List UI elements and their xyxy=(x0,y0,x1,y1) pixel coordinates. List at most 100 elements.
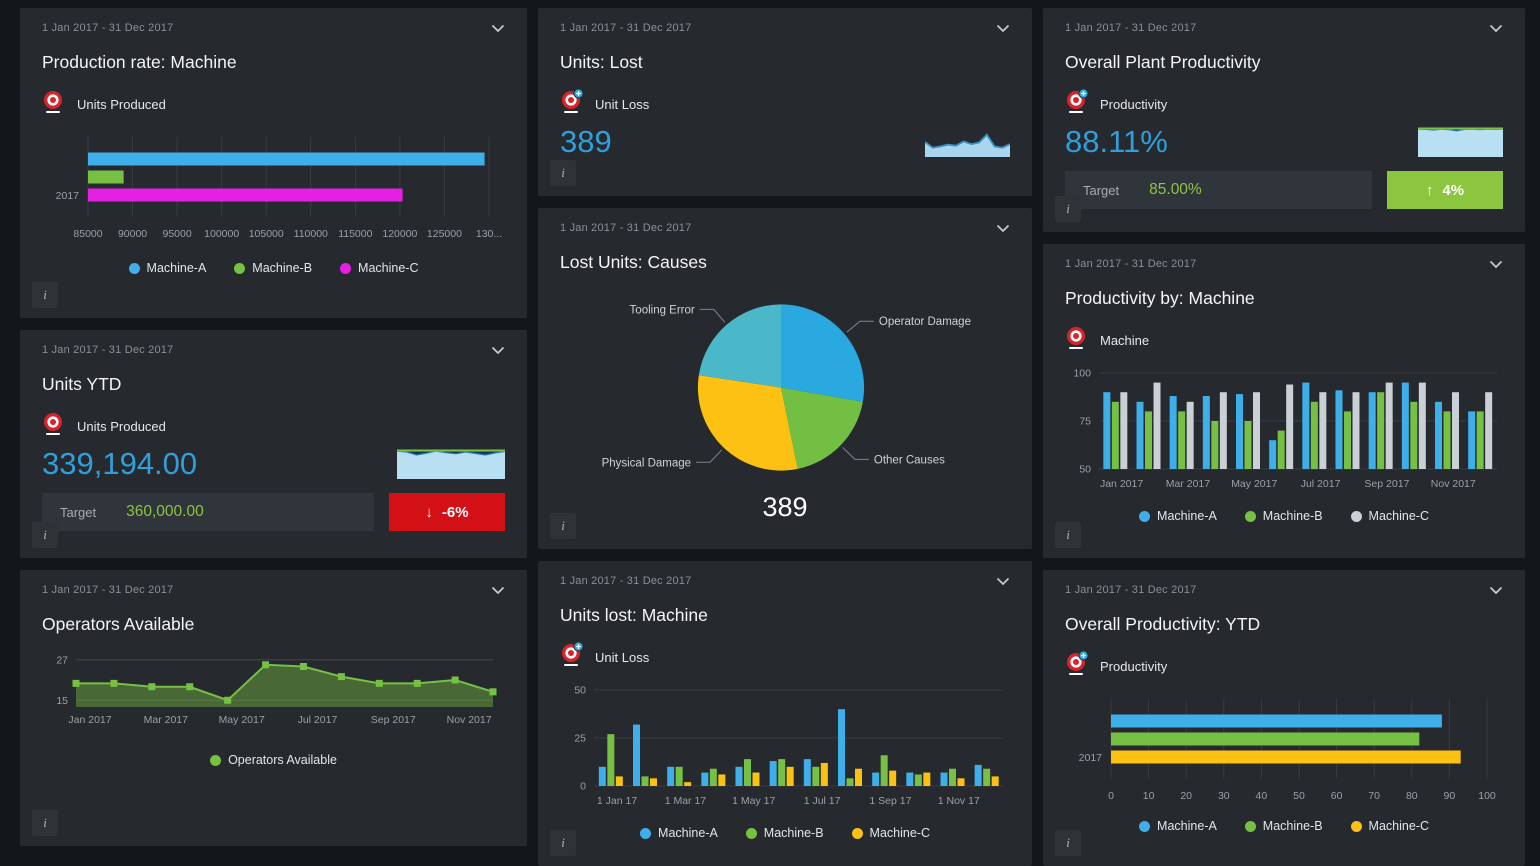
target-panel: Target 360,000.00 xyxy=(42,493,374,532)
info-button[interactable]: i xyxy=(1055,196,1081,222)
svg-text:Nov 2017: Nov 2017 xyxy=(447,714,492,726)
svg-text:Jan 2017: Jan 2017 xyxy=(68,714,111,726)
chevron-down-icon[interactable] xyxy=(491,346,505,355)
svg-text:100: 100 xyxy=(1478,790,1496,802)
legend-item[interactable]: Machine-C xyxy=(1350,819,1429,833)
kpi-value: 339,194.00 xyxy=(42,446,198,481)
target-value: 85.00% xyxy=(1149,181,1202,199)
card-units-lost-machine: 1 Jan 2017 - 31 Dec 2017 Units lost: Mac… xyxy=(538,561,1032,866)
legend-item[interactable]: Machine-A xyxy=(1139,819,1217,833)
info-button[interactable]: i xyxy=(550,160,576,186)
info-button[interactable]: i xyxy=(1055,830,1081,856)
target-label: Target xyxy=(60,504,97,520)
units-lost-bar-chart[interactable]: 0 25 50 1 Jan 17 1 Mar 17 1 May 17 1 Jul 17 1 S… xyxy=(560,682,1010,810)
chevron-down-icon[interactable] xyxy=(996,577,1010,586)
svg-text:1 Mar 17: 1 Mar 17 xyxy=(665,795,707,807)
svg-text:100: 100 xyxy=(1073,368,1091,380)
info-button[interactable]: i xyxy=(550,830,576,856)
info-button[interactable]: i xyxy=(32,522,58,548)
card-title: Operators Available xyxy=(42,614,195,634)
legend-item[interactable]: Machine-B xyxy=(745,826,824,840)
legend-item[interactable]: Machine-C xyxy=(1350,509,1429,523)
chevron-down-icon[interactable] xyxy=(491,586,505,595)
svg-text:1 May 17: 1 May 17 xyxy=(732,795,775,807)
date-range: 1 Jan 2017 - 31 Dec 2017 xyxy=(560,22,692,34)
svg-text:95000: 95000 xyxy=(163,228,192,240)
info-button[interactable]: i xyxy=(1055,522,1081,548)
svg-text:2017: 2017 xyxy=(56,190,80,202)
kpi-label: Productivity xyxy=(1100,658,1168,674)
kpi-label: Machine xyxy=(1100,332,1150,348)
svg-text:125000: 125000 xyxy=(427,228,462,240)
chevron-down-icon[interactable] xyxy=(1489,24,1503,33)
legend-item[interactable]: Machine-C xyxy=(851,826,930,840)
info-button[interactable]: i xyxy=(32,282,58,308)
column-2: 1 Jan 2017 - 31 Dec 2017 Units: Lost Uni… xyxy=(538,8,1032,866)
legend-item[interactable]: Machine-A xyxy=(640,826,718,840)
lost-units-pie-chart[interactable]: Operator Damage Other Causes Physical Dama… xyxy=(560,277,1010,490)
svg-text:100000: 100000 xyxy=(204,228,239,240)
legend-dot-icon xyxy=(640,827,652,839)
target-plus-icon xyxy=(1065,88,1089,119)
svg-text:Nov 2017: Nov 2017 xyxy=(1431,478,1476,490)
svg-text:0: 0 xyxy=(580,781,586,793)
kpi-label: Productivity xyxy=(1100,96,1168,112)
svg-text:85000: 85000 xyxy=(73,228,102,240)
legend-item[interactable]: Machine-B xyxy=(1244,509,1323,523)
svg-text:40: 40 xyxy=(1256,790,1268,802)
target-plus-icon xyxy=(560,88,584,119)
arrow-down-icon: ↓ xyxy=(425,503,433,521)
svg-text:10: 10 xyxy=(1143,790,1155,802)
svg-text:Mar 2017: Mar 2017 xyxy=(144,714,189,726)
chart-legend: Machine-A Machine-B Machine-C xyxy=(42,261,505,275)
card-title: Overall Plant Productivity xyxy=(1065,52,1261,72)
production-rate-bar-chart[interactable]: 85000 90000 95000 100000 105000 110000 115000 1… xyxy=(42,133,505,245)
svg-text:110000: 110000 xyxy=(294,228,328,240)
svg-text:120000: 120000 xyxy=(382,228,417,240)
svg-text:115000: 115000 xyxy=(338,228,372,240)
legend-dot-icon xyxy=(1350,820,1362,832)
operators-line-chart[interactable]: 15 27 Jan 2017 Mar 2017 May 2017 Jul 2017 Sep … xyxy=(42,647,505,727)
variance-value: 4% xyxy=(1442,181,1465,199)
target-plus-icon xyxy=(1065,650,1089,681)
kpi-sparkline xyxy=(1417,127,1504,158)
target-label: Target xyxy=(1083,182,1120,198)
chevron-down-icon[interactable] xyxy=(1489,260,1503,269)
card-title: Units: Lost xyxy=(560,52,643,72)
svg-text:Operator Damage: Operator Damage xyxy=(879,316,971,328)
chevron-down-icon[interactable] xyxy=(491,24,505,33)
chart-legend: Machine-A Machine-B Machine-C xyxy=(560,826,1010,840)
card-title: Units lost: Machine xyxy=(560,605,708,625)
legend-item[interactable]: Machine-B xyxy=(1244,819,1323,833)
column-1: 1 Jan 2017 - 31 Dec 2017 Production rate… xyxy=(20,8,527,866)
kpi-sparkline xyxy=(396,449,506,480)
svg-text:130...: 130... xyxy=(476,228,502,240)
svg-text:70: 70 xyxy=(1368,790,1380,802)
card-title: Production rate: Machine xyxy=(42,52,237,72)
card-productivity-by-machine: 1 Jan 2017 - 31 Dec 2017 Productivity by… xyxy=(1043,244,1525,558)
productivity-bar-chart[interactable]: 50 75 100 Jan 2017 Mar 2017 May 2017 Jul 2017 S… xyxy=(1065,365,1503,493)
chart-legend: Operators Available xyxy=(42,753,505,767)
info-button[interactable]: i xyxy=(32,810,58,836)
kpi-value: 88.11% xyxy=(1065,124,1168,159)
card-units-lost: 1 Jan 2017 - 31 Dec 2017 Units: Lost Uni… xyxy=(538,8,1032,196)
svg-text:May 2017: May 2017 xyxy=(1231,478,1277,490)
chart-legend: Machine-A Machine-B Machine-C xyxy=(1065,819,1503,833)
date-range: 1 Jan 2017 - 31 Dec 2017 xyxy=(1065,584,1197,596)
chevron-down-icon[interactable] xyxy=(996,24,1010,33)
productivity-ytd-bar-chart[interactable]: 0 10 20 30 40 50 60 70 80 90 100 2017 xyxy=(1065,695,1503,807)
target-icon xyxy=(42,411,66,441)
legend-item[interactable]: Machine-C xyxy=(340,261,418,275)
legend-item[interactable]: Machine-A xyxy=(128,261,206,275)
chevron-down-icon[interactable] xyxy=(1489,586,1503,595)
card-units-ytd: 1 Jan 2017 - 31 Dec 2017 Units YTD Units… xyxy=(20,330,527,558)
svg-text:75: 75 xyxy=(1079,416,1091,428)
legend-item[interactable]: Operators Available xyxy=(210,753,337,767)
info-button[interactable]: i xyxy=(550,513,576,539)
svg-text:50: 50 xyxy=(1079,464,1091,476)
legend-item[interactable]: Machine-B xyxy=(234,261,312,275)
legend-dot-icon xyxy=(1139,820,1151,832)
variance-badge-down: ↓ -6% xyxy=(389,493,505,532)
legend-item[interactable]: Machine-A xyxy=(1139,509,1217,523)
chevron-down-icon[interactable] xyxy=(996,224,1010,233)
